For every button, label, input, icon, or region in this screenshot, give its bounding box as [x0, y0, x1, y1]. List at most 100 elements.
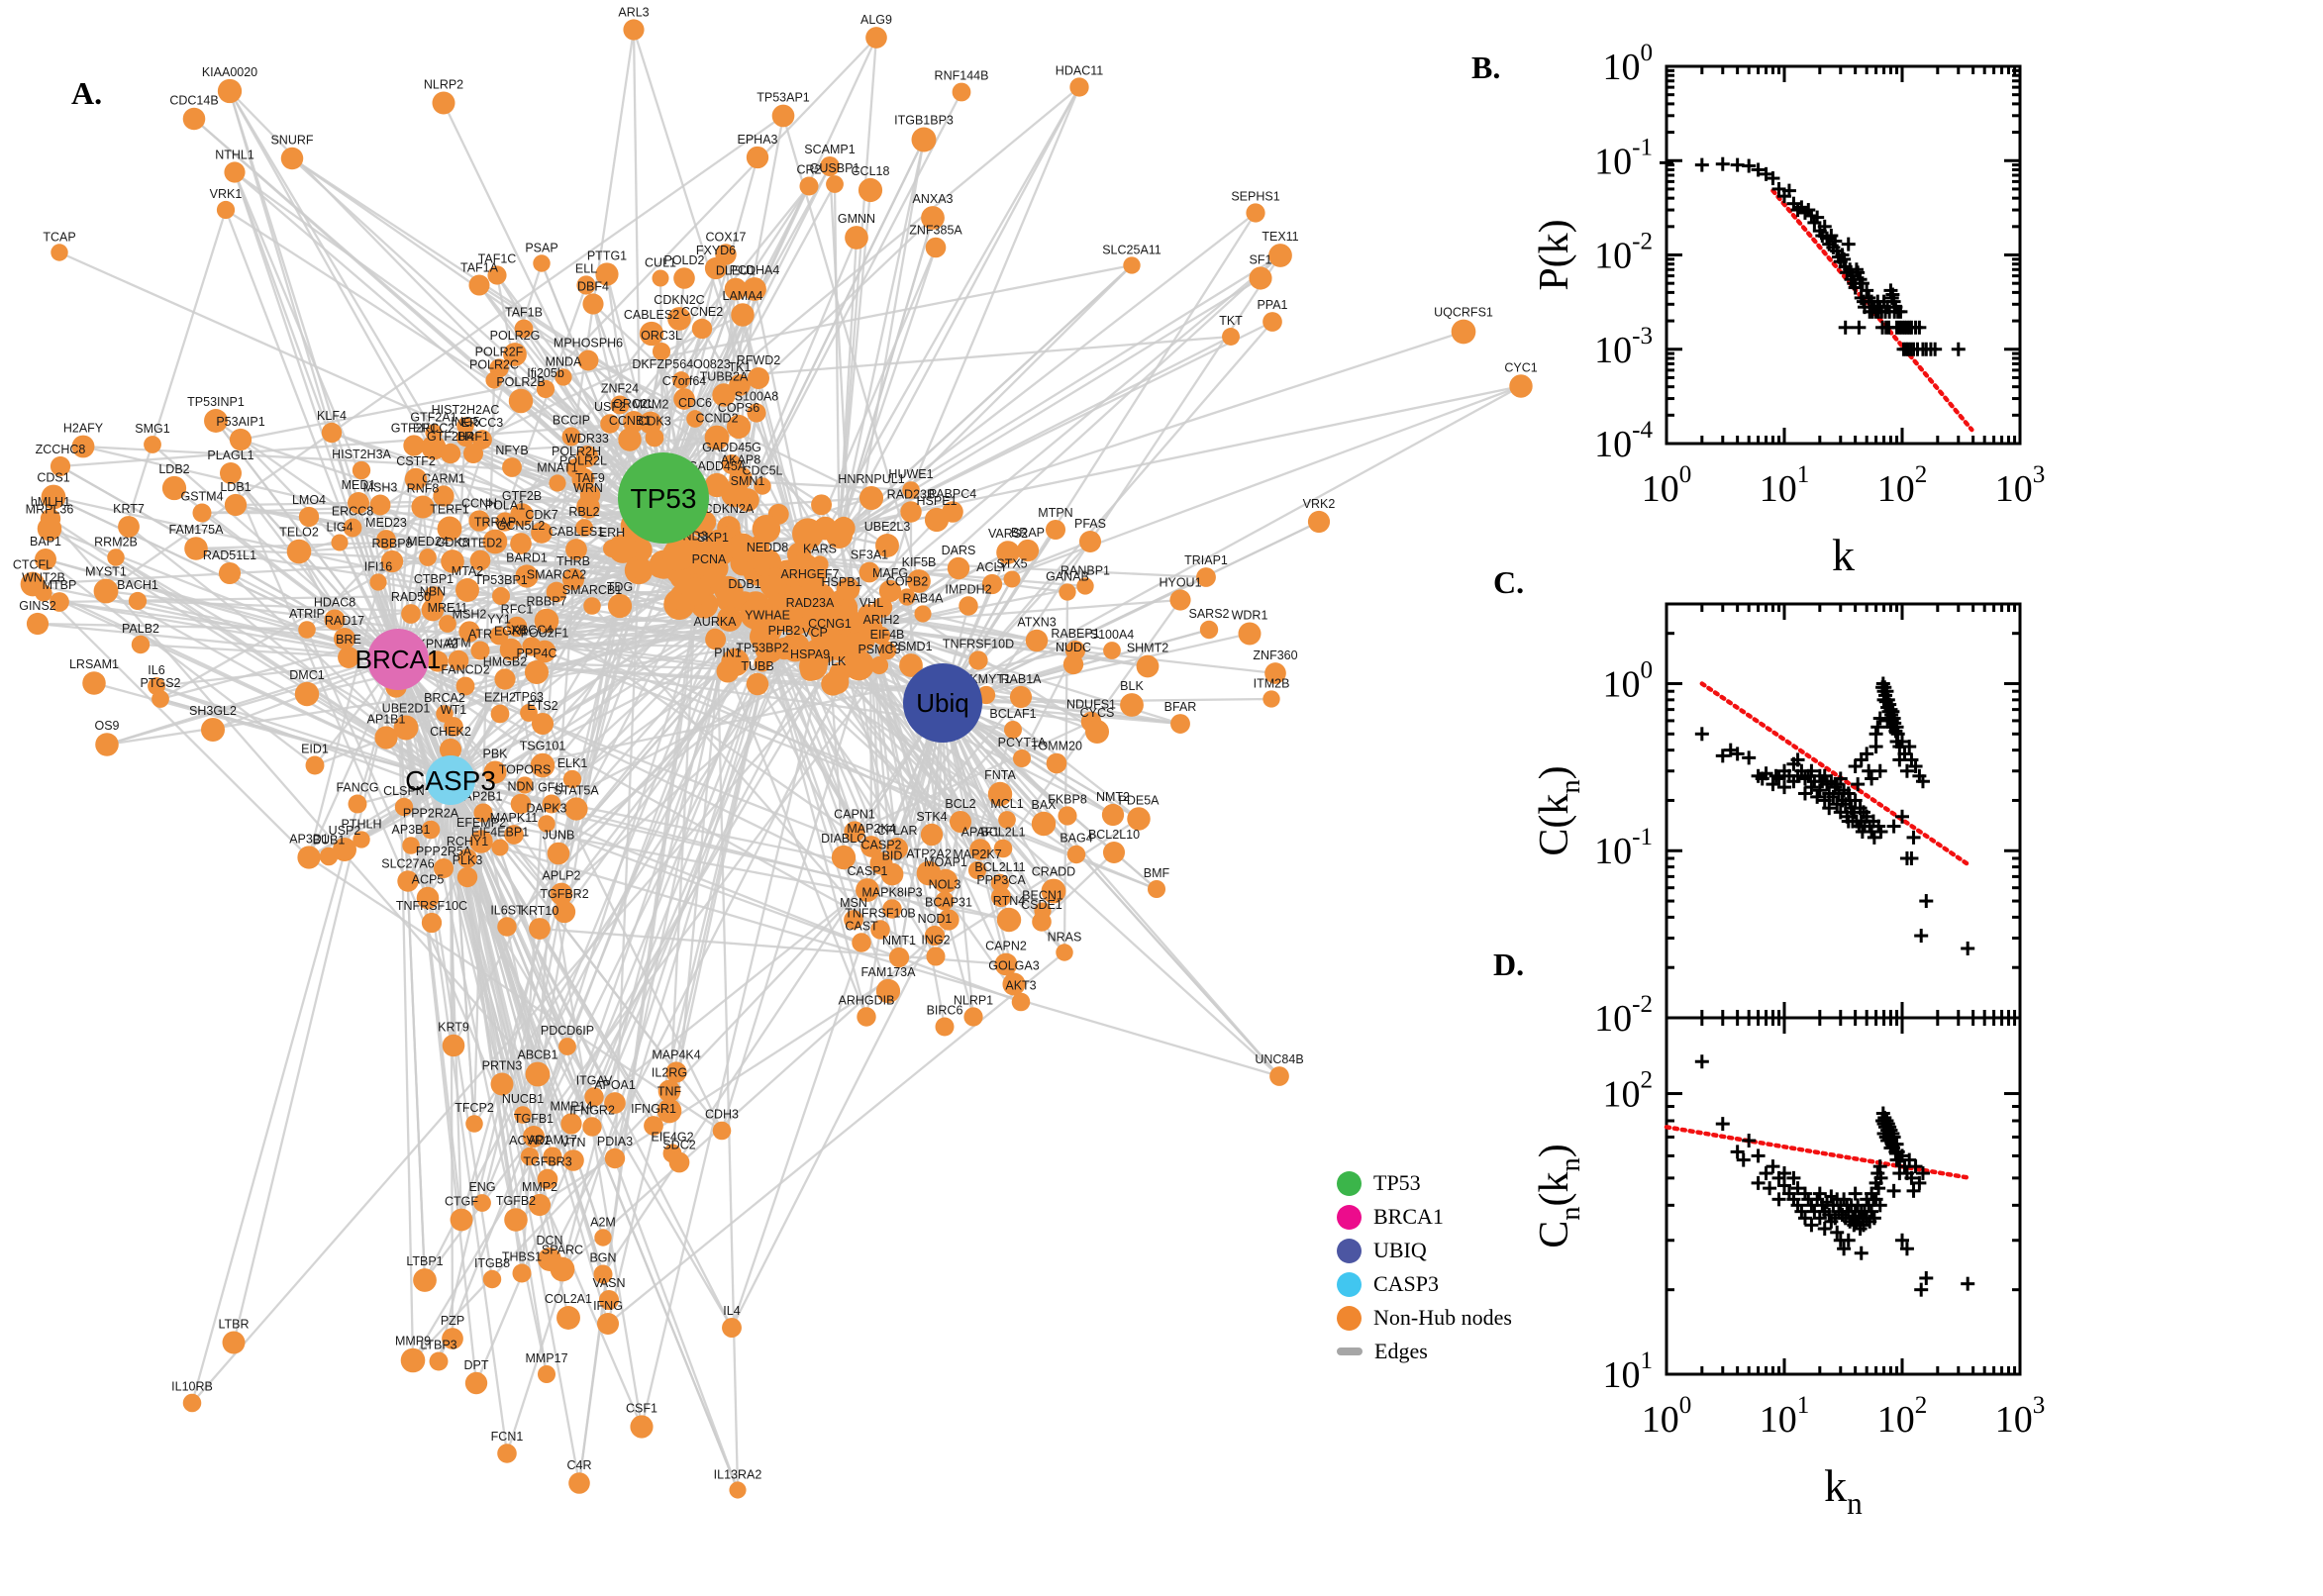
network-node-label: PZP: [441, 1314, 464, 1328]
network-node-label: FAM175A: [169, 523, 225, 537]
network-node-label: BRE: [336, 633, 361, 647]
network-node-label: FAM173A: [861, 965, 917, 979]
network-node: [497, 917, 517, 937]
network-node: [298, 621, 316, 639]
network-node: [442, 1034, 465, 1057]
network-node-label: ERCC3: [461, 416, 503, 430]
network-node: [442, 1328, 463, 1349]
network-node-label: SCAMP1: [804, 143, 855, 156]
network-node: [222, 1331, 246, 1354]
network-edge: [583, 185, 810, 529]
network-node: [860, 836, 882, 857]
network-node-label: SMARCA2: [527, 568, 586, 582]
network-node: [503, 343, 527, 366]
network-node-label: IL2RG: [652, 1066, 687, 1080]
network-node: [457, 848, 477, 868]
network-node: [482, 1269, 502, 1289]
network-node-label: SEPHS1: [1231, 189, 1279, 203]
network-node: [455, 428, 475, 448]
network-node: [294, 681, 320, 707]
network-node-label: TEX11: [1262, 230, 1298, 244]
network-node-label: RRM2B: [94, 535, 138, 549]
network-edge: [449, 779, 581, 1484]
network-node: [444, 717, 463, 737]
network-edge: [412, 729, 1014, 1361]
network-node-label: DMC1: [289, 668, 324, 682]
network-node: [204, 409, 228, 433]
network-node-label: IFNGR1: [631, 1102, 676, 1116]
network-node-label: JUNB: [543, 829, 575, 843]
network-node-label: BCL2L10: [1088, 828, 1140, 842]
network-node: [529, 918, 551, 940]
network-node-label: KIF5B: [902, 555, 937, 569]
legend-node-swatch: [1337, 1204, 1362, 1230]
network-node: [455, 676, 475, 696]
network-node: [319, 847, 339, 866]
network-node-label: IFI16: [364, 559, 393, 573]
network-node: [50, 244, 68, 261]
network-node-label: DCN: [536, 1234, 562, 1247]
network-node-label: NLRP2: [424, 77, 463, 91]
network-node-label: GTF2F1: [391, 421, 438, 435]
network-node: [576, 275, 596, 295]
network-node: [93, 578, 119, 604]
network-node: [721, 648, 750, 677]
network-node: [924, 507, 950, 533]
network-node-label: IL4: [723, 1304, 740, 1318]
network-node-label: BRAP: [1011, 526, 1045, 540]
axis-tick-label: 10-2: [1594, 229, 1653, 277]
network-node: [353, 831, 370, 848]
network-node-label: CTBP1: [414, 572, 454, 586]
network-node-label: MAP2K4: [847, 822, 895, 836]
network-node-label: PRTN3: [482, 1059, 523, 1073]
network-node-label: AP3B1: [392, 823, 431, 837]
network-node-label: MMP14: [550, 1099, 592, 1113]
network-node: [831, 845, 857, 870]
network-node: [537, 1364, 556, 1384]
network-edge: [654, 86, 1080, 439]
network-edge: [1041, 851, 1115, 923]
network-node-label: GSTM4: [180, 489, 223, 503]
network-node-label: BECN1: [1022, 888, 1063, 902]
network-node: [286, 539, 312, 564]
network-node-label: IMPDH2: [945, 582, 991, 596]
network-node-label: ITGAV: [576, 1073, 613, 1087]
network-node-label: ATM: [446, 637, 470, 650]
network-node-label: ACLY: [976, 560, 1008, 574]
network-node-label: GFI1: [538, 781, 565, 795]
network-node-label: SF1: [1250, 252, 1272, 266]
network-node: [1004, 721, 1022, 739]
network-node: [462, 443, 484, 464]
network-node-label: EIF4EBP1: [471, 825, 529, 839]
network-node-label: HNRNPUL1: [838, 472, 904, 486]
network-node: [562, 1149, 584, 1171]
network-node-label: ENG: [468, 1180, 495, 1194]
network-node: [421, 912, 443, 934]
network-node: [1222, 328, 1240, 346]
network-node-label: TNFRSF10B: [845, 906, 916, 920]
network-node: [716, 588, 740, 612]
network-node-label: RANBP1: [1060, 563, 1110, 577]
network-node-label: GANAB: [1046, 569, 1089, 583]
network-node-label: MAPK8IP3: [861, 885, 922, 899]
network-node: [439, 738, 462, 761]
network-node: [623, 19, 645, 41]
network-node: [549, 474, 566, 492]
network-node-label: OS9: [94, 719, 119, 733]
network-node-label: GMNN: [838, 212, 875, 226]
network-node-label: MSN: [840, 896, 867, 910]
network-node-label: CAPN1: [834, 807, 875, 821]
network-edge: [397, 658, 562, 895]
network-node-label: TNFRSF10C: [396, 899, 467, 913]
network-node-label: POLR2B: [496, 375, 545, 389]
network-node: [1069, 77, 1089, 97]
network-node-label: LIG4: [326, 520, 353, 534]
network-edge: [557, 587, 778, 854]
network-edge: [45, 558, 316, 766]
network-node: [746, 146, 769, 169]
network-node: [747, 403, 766, 423]
network-node-label: ATP2A2: [906, 848, 952, 861]
network-node: [925, 237, 947, 258]
network-node-label: CDK8: [436, 536, 468, 549]
network-node: [468, 510, 490, 532]
